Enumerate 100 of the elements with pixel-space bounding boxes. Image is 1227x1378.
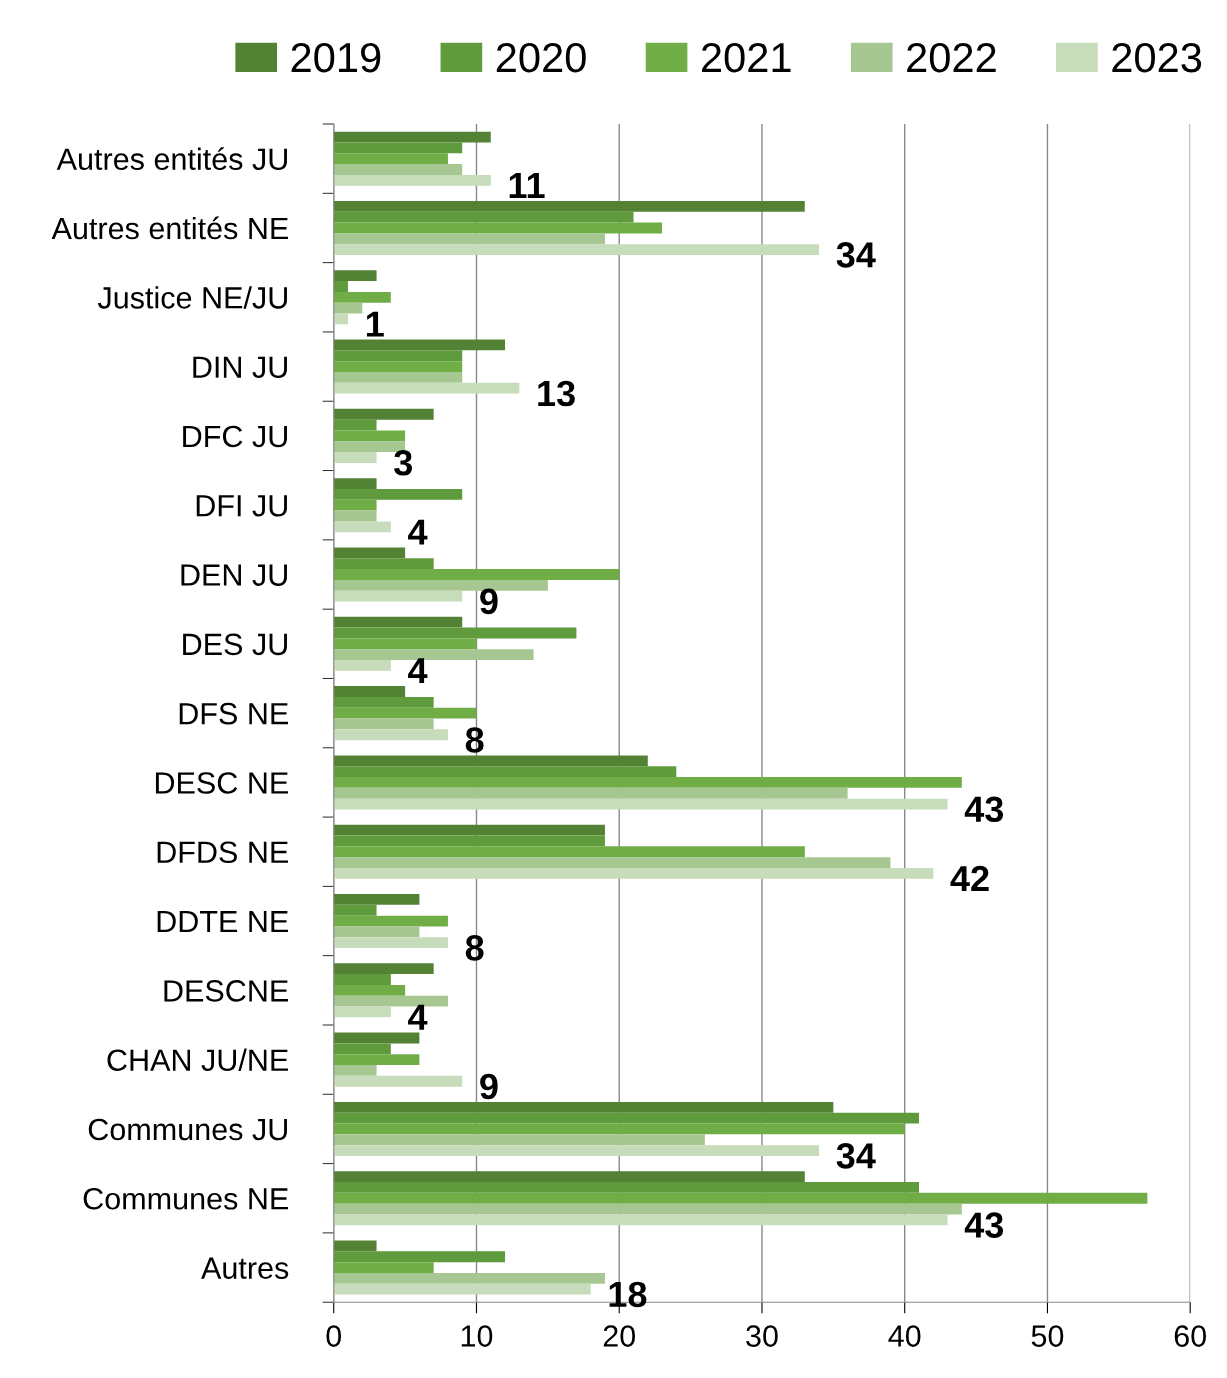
bar (333, 142, 463, 154)
bar (333, 835, 605, 847)
y-tick-label: DFC JU (183, 425, 287, 448)
bar (333, 313, 349, 325)
y-tick-label: Justice NE/JU (97, 286, 287, 309)
data-label: 8 (465, 727, 484, 753)
bar (333, 361, 463, 372)
y-tick-label: Autres entités JU (56, 147, 287, 171)
bar (333, 867, 934, 879)
bar (333, 1134, 705, 1146)
y-tick-label: DFS NE (179, 702, 288, 725)
bar (333, 419, 377, 431)
bar (333, 558, 434, 570)
bar (333, 718, 434, 730)
data-label: 8 (465, 935, 484, 961)
data-label: 1 (366, 311, 384, 337)
bar (333, 1043, 391, 1055)
y-tick-label: DFDS NE (157, 841, 288, 864)
bar (333, 452, 377, 463)
bar (333, 787, 848, 799)
bar (333, 174, 491, 186)
bar (333, 707, 477, 719)
bar (333, 638, 477, 650)
bar (333, 1075, 463, 1087)
y-tick-label: Communes JU (88, 1118, 287, 1141)
bar (333, 660, 391, 671)
bar (333, 270, 377, 282)
bar (333, 569, 620, 580)
bar (333, 984, 406, 996)
bar (333, 1251, 506, 1263)
y-tick-label: DEN JU (181, 564, 287, 586)
bar (333, 1065, 377, 1076)
bar (333, 488, 463, 500)
bar (333, 408, 434, 420)
bar (333, 729, 448, 741)
data-label: 4 (408, 658, 428, 684)
bar (333, 627, 577, 639)
bar (333, 371, 463, 383)
y-tick-label: Autres (201, 1257, 289, 1279)
bar (333, 281, 349, 292)
bar (333, 926, 420, 938)
y-tick-label: DESCNE (164, 980, 288, 1002)
bar (333, 915, 448, 927)
bar (333, 1112, 919, 1124)
bar (333, 590, 463, 602)
legend-label: 2022 (907, 42, 996, 73)
bar (333, 478, 377, 489)
x-tick-label: 30 (746, 1325, 778, 1347)
x-tick-label: 10 (461, 1325, 493, 1347)
bar (333, 302, 363, 314)
legend-label: 2019 (291, 42, 381, 73)
x-tick-label: 20 (603, 1325, 636, 1347)
bar (333, 1203, 962, 1215)
bar (333, 1192, 1148, 1204)
data-label: 4 (408, 519, 428, 545)
x-tick-label: 50 (1031, 1325, 1064, 1347)
bar (333, 686, 406, 697)
y-tick-label: Autres entités NE (51, 216, 288, 240)
bar (333, 1123, 905, 1135)
bar (333, 1032, 420, 1044)
data-label: 9 (480, 1073, 498, 1100)
bar (333, 857, 891, 868)
bar (333, 339, 506, 351)
bar (333, 1283, 591, 1295)
legend-label: 2021 (701, 42, 791, 73)
bar (333, 244, 820, 256)
data-label: 34 (836, 242, 876, 268)
bar (333, 777, 962, 788)
bar (333, 211, 634, 223)
bar (333, 616, 463, 628)
bar (333, 766, 677, 778)
bar (333, 233, 605, 245)
x-tick-label: 0 (326, 1325, 342, 1347)
bar (333, 164, 463, 175)
bar (333, 521, 391, 533)
y-tick-label: CHAN JU/NE (107, 1048, 288, 1072)
bar (333, 499, 377, 511)
data-label: 43 (964, 1212, 1004, 1238)
bar (333, 1171, 805, 1183)
bar (333, 200, 805, 212)
data-label: 11 (509, 173, 545, 198)
x-tick-label: 40 (888, 1325, 921, 1347)
x-tick-label: 60 (1174, 1325, 1206, 1347)
bar (333, 131, 491, 143)
bar (333, 755, 648, 767)
data-label: 34 (836, 1143, 876, 1169)
legend-label: 2020 (496, 42, 586, 73)
data-label: 42 (950, 865, 989, 892)
bar (333, 846, 805, 858)
data-label: 9 (480, 588, 498, 615)
bar (333, 904, 377, 916)
bar (333, 1262, 434, 1273)
bar (333, 547, 406, 559)
y-tick-label: DES JU (183, 633, 287, 656)
bar (333, 937, 448, 949)
bar (333, 798, 948, 810)
data-label: 43 (964, 796, 1004, 823)
legend-label: 2023 (1112, 42, 1202, 73)
bar (333, 974, 391, 985)
bar (333, 382, 520, 394)
